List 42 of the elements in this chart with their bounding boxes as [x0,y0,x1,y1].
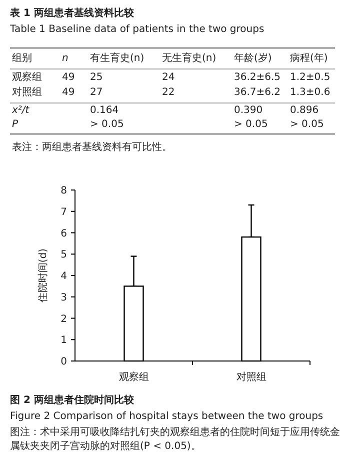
text: 有生育史(n) [90,52,144,64]
text: 24 [162,72,175,83]
text: > 0.05 [90,119,124,130]
text: 表 1 两组患者基线资料比较 [9,7,135,19]
text: 49 [62,87,75,98]
text: > 0.05 [234,119,268,130]
y-tick-label: 8 [60,186,67,196]
text: 图注：术中采用可吸收降结扎钉夹的观察组患者的住院时间短于应用传统金属钛夹夹闭子宫动脉的对照组(P < 0.05)。 [10,426,340,452]
text: 年龄(岁) [234,52,272,64]
text: 图 2 两组患者住院时间比较 [10,394,135,406]
text: 无生育史(n) [162,52,216,64]
text: 组别 [12,52,32,64]
text: 1.3±0.6 [290,87,330,98]
text: 病程(年) [290,52,328,64]
y-tick-label: 0 [60,356,67,368]
text: x²/t [11,105,30,116]
text: 36.7±6.2 [234,87,281,98]
text: 1.2±0.5 [290,72,330,83]
text: P [12,119,19,130]
text: 对照组 [12,86,42,98]
text: > 0.05 [290,119,324,130]
y-tick-label: 6 [60,228,67,240]
text: Table 1 Baseline data of patients in the two groups [9,24,264,35]
text: Figure 2 Comparison of hospital stays between the two groups [10,411,324,422]
text: 表注：两组患者基线资料有可比性。 [12,141,172,153]
y-tick-label: 2 [60,314,67,325]
text: 0.164 [90,105,119,116]
text: 0.896 [290,105,319,116]
y-tick-label: 1 [60,335,67,346]
text: n [62,53,68,64]
text: 27 [90,87,103,98]
text: 25 [90,72,103,83]
text: 49 [62,72,75,83]
text: 22 [162,87,175,98]
y-tick-label: 4 [60,271,67,282]
y-tick-label: 5 [60,250,67,261]
y-tick-label: 3 [60,292,67,304]
text: 0.390 [234,105,263,116]
text: 36.2±6.5 [234,72,281,83]
y-tick-label: 7 [60,206,67,218]
y-axis-title: 住院时间(d) [37,248,49,303]
text: 观察组 [12,71,42,83]
